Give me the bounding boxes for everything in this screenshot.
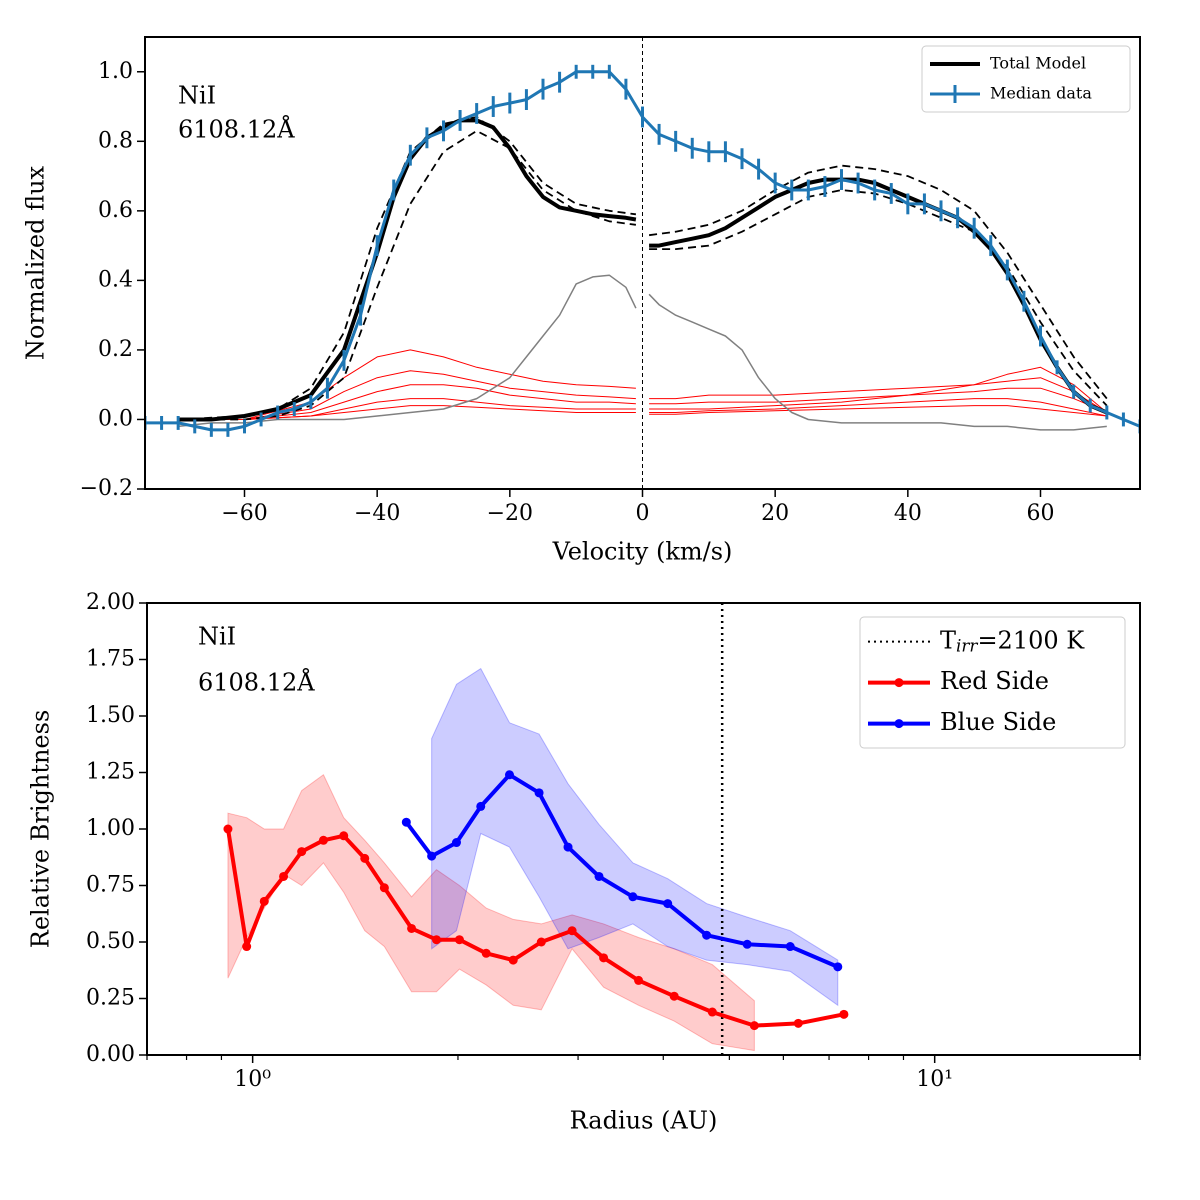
series-line (178, 274, 1107, 431)
data-point (669, 991, 679, 1001)
data-point (508, 955, 518, 965)
series-line (178, 405, 1107, 420)
y-tick-label: 0.4 (98, 267, 133, 292)
data-point (279, 871, 289, 881)
data-point (563, 842, 573, 852)
data-point (663, 899, 673, 909)
data-point (599, 953, 609, 963)
y-tick-label: 0.25 (86, 986, 135, 1011)
annotation: NiI (178, 82, 216, 110)
data-point (594, 871, 604, 881)
y-tick-label: 0.00 (86, 1042, 135, 1067)
x-axis-label: Velocity (km/s) (552, 538, 733, 566)
legend-label: Tirr=2100 K (940, 626, 1085, 655)
data-point (223, 824, 233, 834)
legend-label: Blue Side (940, 708, 1056, 736)
annotation: NiI (198, 623, 236, 651)
panel: −60 −40 −20 0 20 40 60 −0.2 0.0 0.2 0.4 0.6 0.8 1.0 Ve… (22, 36, 1141, 566)
data-point (242, 942, 252, 952)
legend-label: Total Model (990, 54, 1086, 73)
y-tick-label: 1.75 (86, 647, 135, 672)
y-axis-label: Relative Brightness (27, 710, 55, 949)
y-tick-label: 2.00 (86, 590, 135, 615)
legend-label-part: irr (956, 635, 978, 655)
legend-label-part: =2100 K (977, 626, 1085, 654)
x-axis-label: Radius (AU) (570, 1107, 718, 1135)
panel: 10⁰ 10¹ 0.00 0.25 0.50 0.75 1.00 1.25 1.50 1.75 2.… (27, 590, 1141, 1135)
data-point (476, 801, 486, 811)
data-point (534, 788, 544, 798)
data-point (749, 1021, 759, 1031)
y-tick-label: −0.2 (80, 476, 133, 501)
series-line (145, 70, 1140, 432)
y-tick-label: 0.75 (86, 873, 135, 898)
y-tick-label: 1.50 (86, 703, 135, 728)
data-point (634, 975, 644, 985)
x-tick-label: 60 (1027, 501, 1055, 526)
legend-swatch (894, 678, 904, 688)
data-point (360, 853, 370, 863)
data-point (707, 1007, 717, 1017)
series-line (404, 772, 839, 969)
legend-swatch (894, 719, 904, 729)
data-point (451, 838, 461, 848)
x-tick-label: 0 (636, 501, 650, 526)
legend-label: Red Side (940, 667, 1049, 695)
data-point (407, 923, 417, 933)
data-point (536, 937, 546, 947)
x-tick-label: 10¹ (916, 1067, 953, 1092)
y-tick-label: 1.0 (98, 59, 133, 84)
y-tick-label: 0.2 (98, 337, 133, 362)
x-tick-label: −40 (354, 501, 400, 526)
data-point (793, 1018, 803, 1028)
plot-area (145, 37, 1140, 489)
y-tick-label: 0.8 (98, 128, 133, 153)
plot-area (223, 603, 849, 1055)
data-point (454, 935, 464, 945)
data-point (839, 1009, 849, 1019)
y-tick-label: 0.50 (86, 929, 135, 954)
y-tick-label: 1.25 (86, 760, 135, 785)
data-point (702, 930, 712, 940)
data-point (833, 962, 843, 972)
y-tick-label: 0.0 (98, 406, 133, 431)
data-point (431, 935, 441, 945)
data-point (259, 896, 269, 906)
data-point (427, 851, 437, 861)
x-tick-label: 20 (761, 501, 789, 526)
y-tick-label: 0.6 (98, 198, 133, 223)
series-line (178, 384, 1107, 420)
data-point (504, 770, 514, 780)
annotation: 6108.12Å (178, 115, 295, 144)
data-point (785, 942, 795, 952)
legend-box (859, 616, 1126, 749)
annotation: 6108.12Å (198, 668, 315, 697)
x-tick-label: −20 (487, 501, 533, 526)
legend-label: Median data (990, 84, 1092, 103)
data-point (297, 847, 307, 857)
x-tick-label: 40 (894, 501, 922, 526)
error-band (431, 667, 839, 1007)
error-band (227, 774, 755, 1052)
y-axis-label: Normalized flux (22, 165, 50, 360)
x-tick-label: 10⁰ (234, 1067, 271, 1092)
data-point (567, 926, 577, 936)
x-tick-label: −60 (221, 501, 267, 526)
data-point (742, 939, 752, 949)
data-point (401, 817, 411, 827)
data-point (628, 892, 638, 902)
data-point (379, 883, 389, 893)
data-point (339, 831, 349, 841)
data-point (318, 835, 328, 845)
y-tick-label: 1.00 (86, 816, 135, 841)
data-point (481, 948, 491, 958)
legend-label-part: T (940, 626, 956, 654)
